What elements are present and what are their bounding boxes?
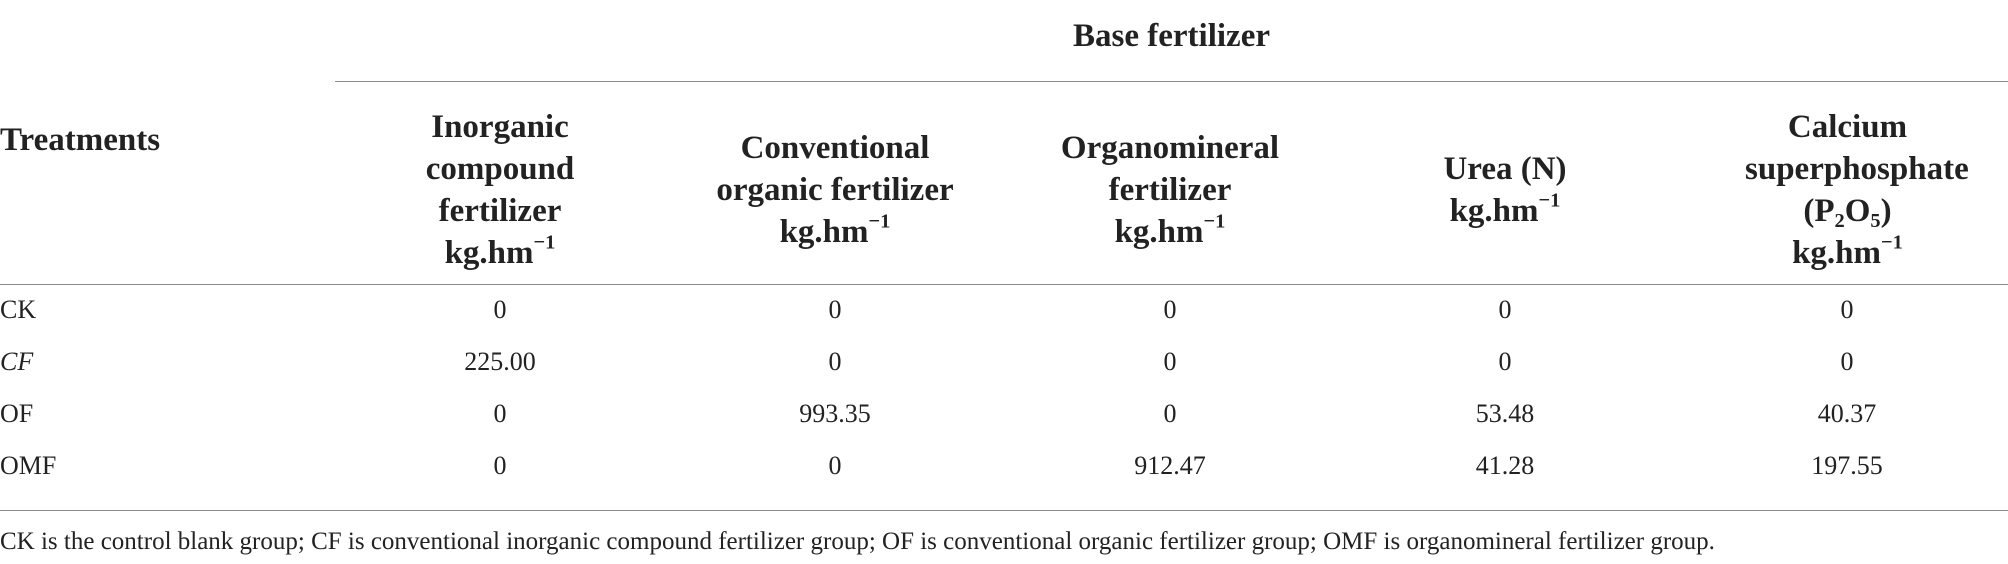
cell-value: 0 xyxy=(1163,399,1177,428)
table-row: CF 225.00 0 0 0 0 xyxy=(0,336,2008,388)
unit-exponent: −1 xyxy=(533,231,556,254)
cell-value: 0 xyxy=(493,295,507,324)
header-calcium-line1: Calcium xyxy=(1787,109,1908,145)
unit-exponent: −1 xyxy=(1203,210,1226,233)
header-calcium-unit: kg.hm xyxy=(1792,235,1882,271)
cell-value: 0 xyxy=(1163,347,1177,376)
cell-value: 40.37 xyxy=(1817,399,1877,428)
cell-value: 0 xyxy=(828,347,842,376)
cell-value: 41.28 xyxy=(1475,451,1535,480)
header-inorganic-line2: compound fertilizer xyxy=(425,151,575,229)
header-conventional-line1: Conventional xyxy=(740,130,930,166)
cell-value: 0 xyxy=(828,451,842,480)
row-label: CF xyxy=(0,347,34,376)
cell-value: 0 xyxy=(828,295,842,324)
table-row: OMF 0 0 912.47 41.28 197.55 xyxy=(0,440,2008,492)
group-header-base-fertilizer: Base fertilizer xyxy=(1073,18,1270,54)
table-row: CK 0 0 0 0 0 xyxy=(0,284,2008,336)
cell-value: 0 xyxy=(493,399,507,428)
cell-value: 225.00 xyxy=(464,347,536,376)
table-row: OF 0 993.35 0 53.48 40.37 xyxy=(0,388,2008,440)
header-treatments: Treatments xyxy=(0,122,161,158)
unit-exponent: −1 xyxy=(1538,189,1561,212)
header-conventional-unit: kg.hm xyxy=(779,214,869,250)
header-calcium-superphosphate: Calcium superphosphate (P2O5) kg.hm−1 xyxy=(1745,92,1969,288)
header-inorganic-compound-fertilizer: Inorganic compound fertilizer kg.hm−1 xyxy=(395,100,605,280)
header-organomineral-fertilizer: Organomineral fertilizer kg.hm−1 xyxy=(1045,100,1295,280)
cell-value: 197.55 xyxy=(1811,451,1883,480)
cell-value: 0 xyxy=(1498,295,1512,324)
header-conventional-line2: organic fertilizer xyxy=(716,172,954,208)
header-urea-line1: Urea (N) xyxy=(1443,151,1567,187)
unit-exponent: −1 xyxy=(868,210,891,233)
header-inorganic-line1: Inorganic xyxy=(431,109,569,145)
row-label: OF xyxy=(0,399,34,428)
row-label: OMF xyxy=(0,451,57,480)
cell-value: 53.48 xyxy=(1475,399,1535,428)
table-footnote: CK is the control blank group; CF is con… xyxy=(0,528,1715,555)
table-bottom-rule xyxy=(0,510,2008,511)
header-organomineral-line2: fertilizer xyxy=(1108,172,1232,208)
unit-exponent: −1 xyxy=(1881,231,1903,254)
cell-value: 0 xyxy=(1498,347,1512,376)
header-organomineral-unit: kg.hm xyxy=(1114,214,1204,250)
header-urea-unit: kg.hm xyxy=(1449,193,1539,229)
row-label: CK xyxy=(0,295,37,324)
header-inorganic-unit: kg.hm xyxy=(444,235,534,271)
cell-value: 993.35 xyxy=(799,399,871,428)
header-urea: Urea (N) kg.hm−1 xyxy=(1370,100,1640,280)
group-header-rule xyxy=(335,81,2008,82)
cell-value: 0 xyxy=(1163,295,1177,324)
cell-value: 912.47 xyxy=(1134,451,1206,480)
cell-value: 0 xyxy=(1840,295,1854,324)
cell-value: 0 xyxy=(493,451,507,480)
header-organomineral-line1: Organomineral xyxy=(1060,130,1280,166)
header-bottom-rule xyxy=(0,284,2008,285)
header-calcium-formula: (P2O5) xyxy=(1803,193,1892,233)
header-calcium-line2: superphosphate xyxy=(1745,151,1969,187)
cell-value: 0 xyxy=(1840,347,1854,376)
header-conventional-organic-fertilizer: Conventional organic fertilizer kg.hm−1 xyxy=(715,100,955,280)
